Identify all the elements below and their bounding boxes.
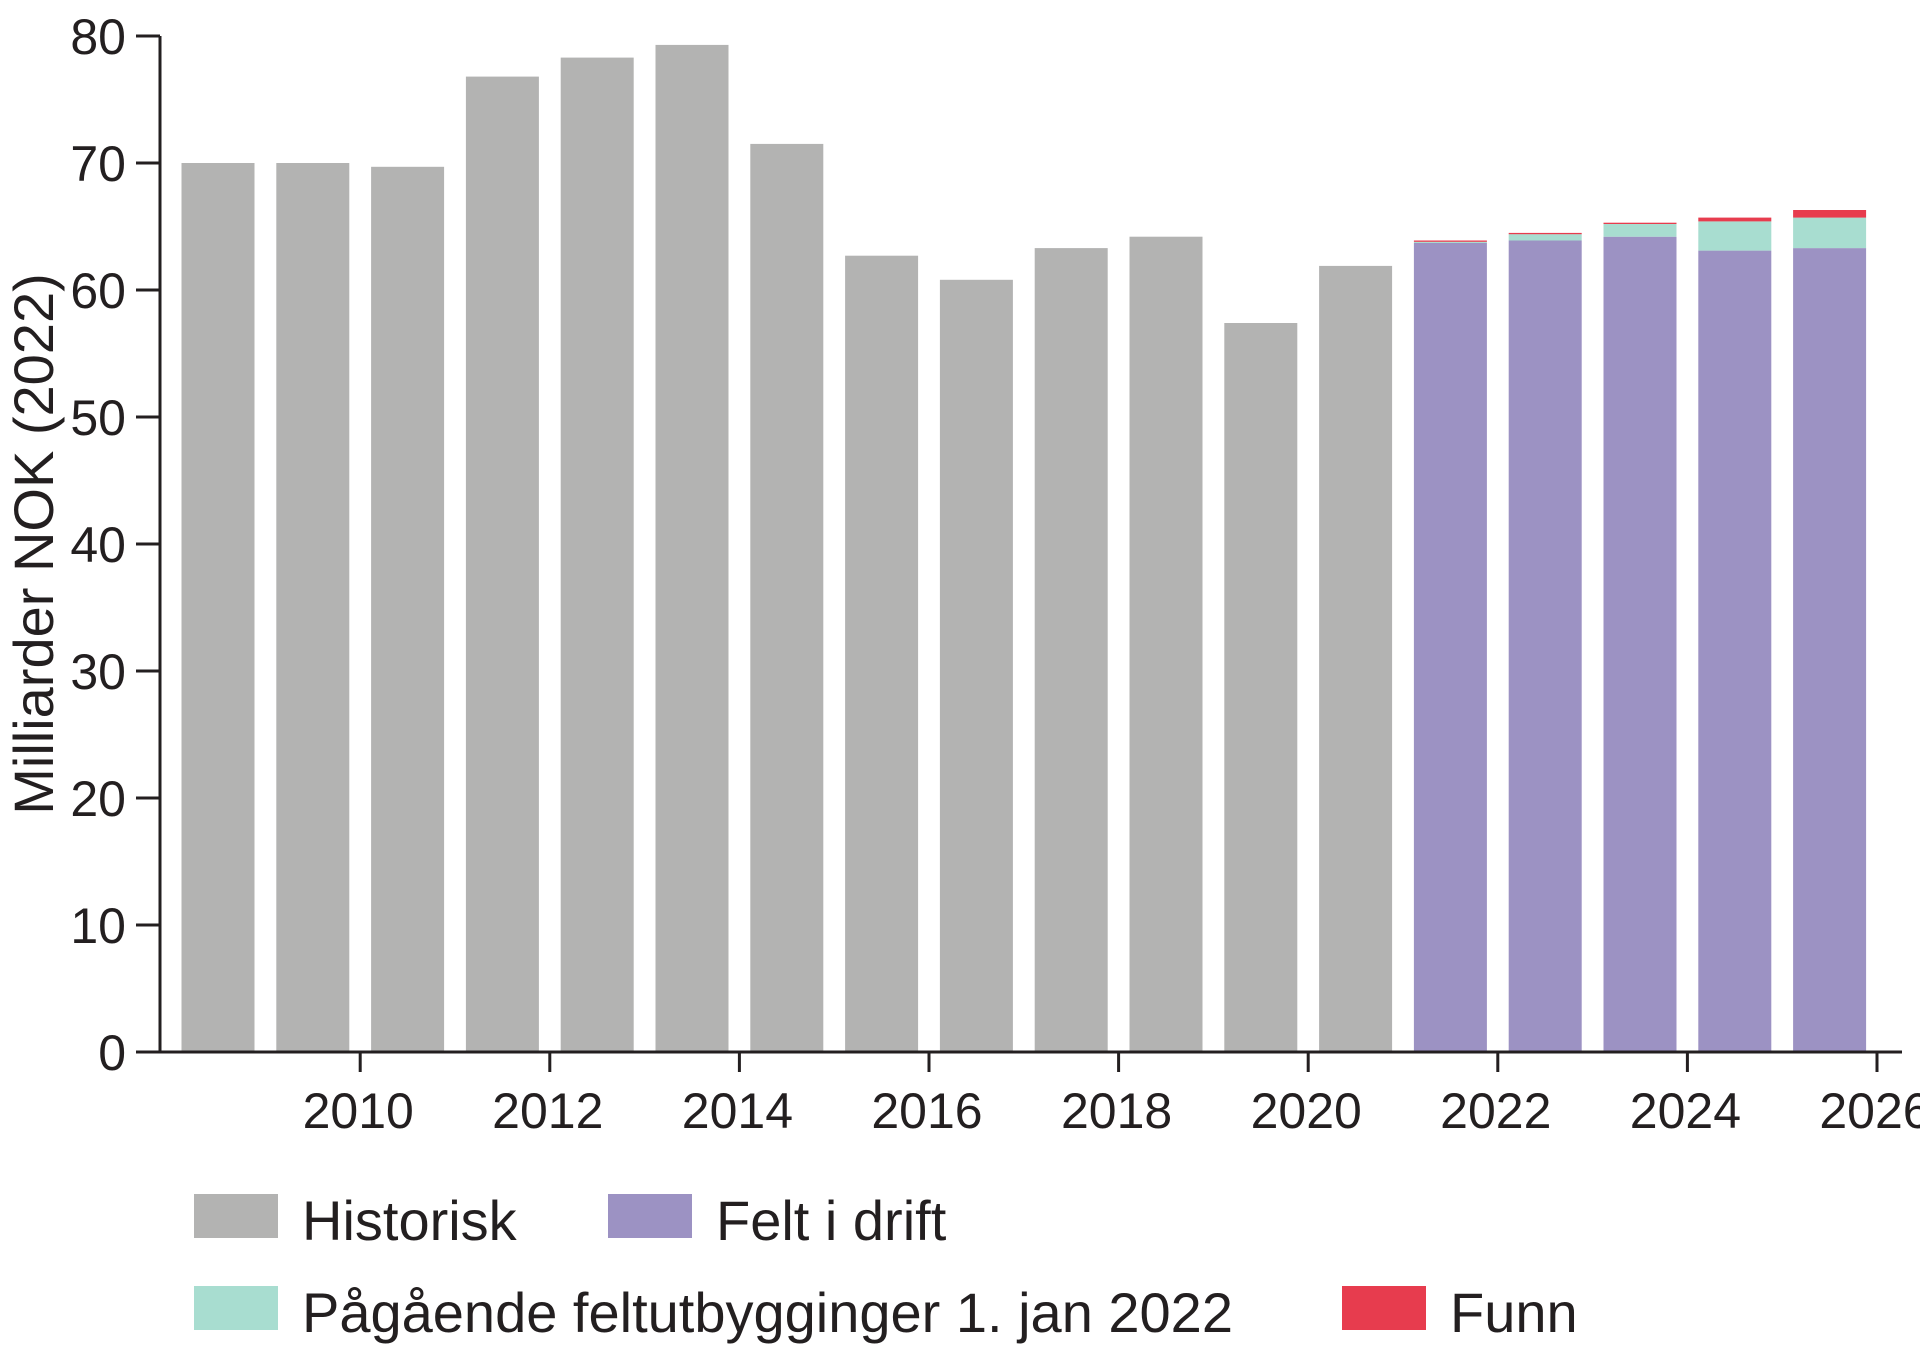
bar-2015-series-0 — [750, 143, 824, 1052]
x-ticks-group: 2010 2012 2014 2016 2018 2020 2022 2024 2026 — [303, 1052, 1920, 1139]
y-tick-label: 40 — [70, 517, 126, 573]
bar-2022-series-1 — [1413, 243, 1487, 1052]
y-axis-title: Milliarder NOK (2022) — [2, 273, 65, 815]
legend-label: Historisk — [302, 1189, 518, 1252]
legend-swatch — [194, 1194, 278, 1238]
x-tick-label: 2010 — [303, 1083, 414, 1139]
legend-swatch — [608, 1194, 692, 1238]
legend-label: Pågående feltutbygginger 1. jan 2022 — [302, 1281, 1233, 1344]
bar-2024-series-1 — [1603, 236, 1677, 1052]
x-tick-label: 2026 — [1819, 1083, 1920, 1139]
bar-2024-series-2 — [1603, 224, 1677, 237]
x-tick-label: 2018 — [1061, 1083, 1172, 1139]
x-tick-label: 2014 — [682, 1083, 793, 1139]
y-tick-label: 70 — [70, 136, 126, 192]
bar-2010-series-0 — [276, 163, 350, 1052]
legend: Historisk Felt i drift Pågående feltutbygg… — [194, 1189, 1578, 1344]
bar-2023-series-1 — [1508, 240, 1582, 1052]
y-tick-label: 10 — [70, 898, 126, 954]
y-tick-label: 60 — [70, 263, 126, 319]
x-tick-label: 2016 — [871, 1083, 982, 1139]
bar-2026-series-3 — [1793, 210, 1867, 218]
bar-2021-series-0 — [1319, 265, 1393, 1052]
legend-swatch — [194, 1286, 278, 1330]
y-tick-label: 0 — [98, 1025, 126, 1081]
bar-2016-series-0 — [845, 255, 919, 1052]
bar-2025-series-2 — [1698, 221, 1772, 251]
bar-2009-series-0 — [181, 163, 255, 1052]
y-ticks-group: 0 10 20 30 40 50 60 70 80 — [70, 9, 160, 1081]
legend-label: Funn — [1450, 1281, 1578, 1344]
bar-2013-series-0 — [560, 57, 634, 1053]
y-tick-label: 30 — [70, 644, 126, 700]
bar-2025-series-3 — [1698, 217, 1772, 222]
bar-2011-series-0 — [371, 166, 445, 1053]
legend-label: Felt i drift — [716, 1189, 947, 1252]
x-tick-label: 2020 — [1251, 1083, 1362, 1139]
bar-2018-series-0 — [1034, 248, 1108, 1053]
bar-2023-series-3 — [1508, 232, 1582, 235]
x-tick-label: 2022 — [1440, 1083, 1551, 1139]
bar-2022-series-3 — [1413, 240, 1487, 242]
bar-2026-series-1 — [1793, 248, 1867, 1053]
bar-2025-series-1 — [1698, 250, 1772, 1053]
x-tick-label: 2024 — [1630, 1083, 1741, 1139]
bar-2024-series-3 — [1603, 222, 1677, 224]
y-tick-label: 20 — [70, 771, 126, 827]
bar-2023-series-2 — [1508, 234, 1582, 241]
bar-2026-series-2 — [1793, 217, 1867, 249]
bar-2022-series-2 — [1413, 241, 1487, 243]
bar-2012-series-0 — [465, 76, 539, 1053]
bar-2014-series-0 — [655, 44, 729, 1052]
legend-swatch — [1342, 1286, 1426, 1330]
bar-2020-series-0 — [1224, 323, 1298, 1052]
bar-2019-series-0 — [1129, 236, 1203, 1052]
bars-group — [181, 44, 1867, 1053]
bar-2017-series-0 — [939, 279, 1013, 1052]
x-tick-label: 2012 — [492, 1083, 603, 1139]
y-tick-label: 80 — [70, 9, 126, 65]
y-tick-label: 50 — [70, 390, 126, 446]
